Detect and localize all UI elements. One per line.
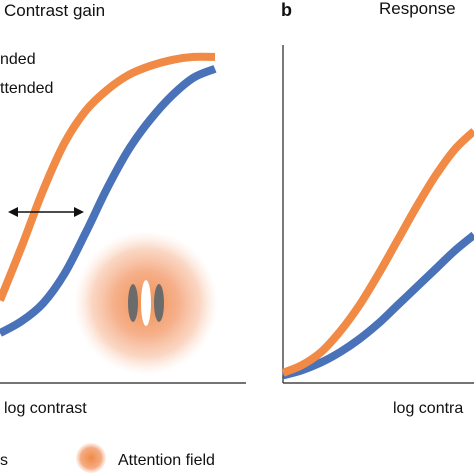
- grating-right-bar: [154, 284, 164, 322]
- panel-b-xlabel: log contra: [393, 400, 463, 417]
- panel-a-title: Contrast gain: [4, 1, 105, 20]
- panel-b-title: Response: [379, 0, 456, 18]
- bottom-legend-fragment: s: [0, 452, 8, 469]
- bottom-legend: s Attention field: [0, 443, 215, 473]
- panel-a-series-orange-line: [0, 52, 216, 302]
- attention-field-icon: [76, 443, 106, 473]
- panel-a: Contrast gain nded ttended log contrast: [0, 1, 246, 417]
- panel-b: b Response log contra: [281, 0, 474, 417]
- panel-b-series-blue-line: [281, 231, 474, 380]
- legend-unattended-label: ttended: [0, 80, 53, 97]
- panel-b-series-orange-line: [281, 128, 474, 377]
- grating-center-bar: [141, 280, 151, 326]
- panel-a-xlabel: log contrast: [4, 400, 87, 417]
- panel-b-letter: b: [281, 0, 292, 20]
- legend-attended-label: nded: [0, 51, 36, 68]
- attention-field-label: Attention field: [118, 452, 215, 469]
- grating-left-bar: [128, 284, 138, 322]
- panel-a-series-blue-line: [0, 65, 217, 337]
